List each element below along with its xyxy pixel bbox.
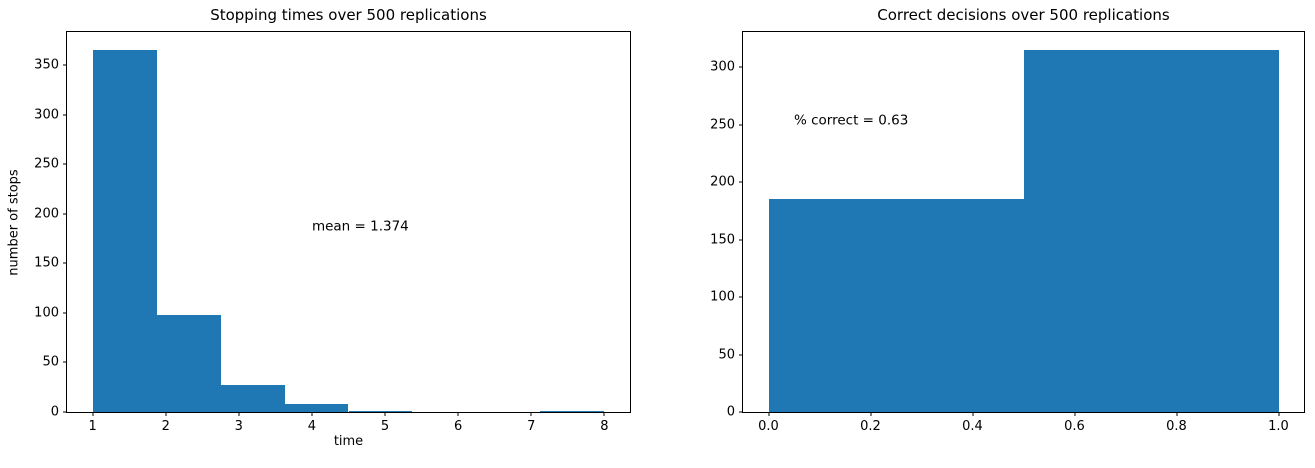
y-tick-mark bbox=[63, 312, 67, 314]
mean-annotation: mean = 1.374 bbox=[311, 217, 409, 234]
x-axis-label: time bbox=[333, 434, 364, 449]
x-tick-label: 0.8 bbox=[1166, 419, 1187, 434]
x-tick-label: 0.6 bbox=[1064, 419, 1085, 434]
y-tick-mark bbox=[63, 163, 67, 165]
histogram-bar bbox=[92, 50, 157, 412]
chart-title: Stopping times over 500 replications bbox=[210, 5, 487, 24]
correct-decisions-chart: Correct decisions over 500 replications … bbox=[710, 6, 1305, 433]
y-tick-mark bbox=[63, 213, 67, 215]
percent-correct-annotation: % correct = 0.63 bbox=[794, 112, 909, 129]
histogram-bar bbox=[348, 411, 413, 412]
stopping-times-axes: mean = 1.374 1 2 3 4 5 6 7 8 0 50 100 150 200 250 300 3… bbox=[34, 31, 631, 433]
x-tick-label: 7 bbox=[527, 419, 536, 434]
y-tick-label: 200 bbox=[710, 174, 735, 190]
y-tick-label: 200 bbox=[34, 206, 59, 222]
x-tick-mark bbox=[165, 412, 167, 416]
histogram-bar bbox=[540, 411, 605, 412]
x-tick-mark bbox=[1176, 412, 1177, 416]
y-tick-label: 100 bbox=[34, 305, 59, 321]
y-tick-mark bbox=[739, 354, 743, 356]
y-tick-label: 300 bbox=[34, 107, 59, 123]
y-axis-label: number of stops bbox=[6, 168, 22, 276]
y-tick-label: 150 bbox=[34, 255, 59, 271]
chart-title: Correct decisions over 500 replications bbox=[877, 5, 1170, 24]
x-tick-label: 0.0 bbox=[758, 419, 779, 434]
histogram-bar bbox=[220, 385, 285, 412]
stopping-times-chart: Stopping times over 500 replications mea… bbox=[7, 6, 631, 448]
x-tick-label: 1.0 bbox=[1268, 419, 1289, 434]
histogram-bar bbox=[768, 199, 1024, 412]
y-tick-mark bbox=[63, 411, 67, 413]
y-tick-label: 300 bbox=[710, 59, 735, 75]
y-tick-label: 150 bbox=[710, 232, 735, 248]
x-tick-label: 0.4 bbox=[962, 419, 983, 434]
x-tick-label: 1 bbox=[88, 419, 97, 434]
y-tick-mark bbox=[63, 114, 67, 116]
x-tick-mark bbox=[92, 412, 94, 416]
y-tick-mark bbox=[63, 361, 67, 363]
x-tick-label: 2 bbox=[161, 419, 170, 434]
y-tick-label: 250 bbox=[34, 156, 59, 172]
y-tick-mark bbox=[739, 411, 743, 413]
y-tick-label: 50 bbox=[42, 354, 59, 370]
y-tick-mark bbox=[63, 262, 67, 264]
x-tick-mark bbox=[457, 412, 459, 416]
x-tick-mark bbox=[870, 412, 871, 416]
correct-decisions-axes: % correct = 0.63 0.0 0.2 0.4 0.6 0.8 1.0 0 50 10… bbox=[710, 31, 1305, 433]
x-tick-mark bbox=[384, 412, 386, 416]
x-tick-mark bbox=[238, 412, 240, 416]
x-tick-mark bbox=[530, 412, 532, 416]
y-tick-mark bbox=[739, 239, 743, 241]
y-tick-mark bbox=[739, 124, 743, 126]
x-tick-label: 3 bbox=[234, 419, 243, 434]
histogram-bar bbox=[1023, 50, 1279, 412]
x-tick-label: 4 bbox=[307, 419, 317, 434]
x-tick-label: 8 bbox=[600, 419, 609, 434]
y-tick-mark bbox=[739, 296, 743, 298]
x-tick-mark bbox=[1278, 412, 1279, 416]
y-tick-mark bbox=[63, 64, 67, 66]
plot-area bbox=[743, 32, 1304, 412]
histogram-bar bbox=[284, 404, 349, 412]
x-tick-label: 0.2 bbox=[860, 419, 881, 434]
y-tick-label: 0 bbox=[726, 404, 735, 420]
y-tick-label: 0 bbox=[50, 404, 59, 420]
plot-area bbox=[67, 32, 630, 412]
x-tick-mark bbox=[311, 412, 313, 416]
x-tick-mark bbox=[972, 412, 973, 416]
y-tick-label: 350 bbox=[34, 57, 59, 73]
y-tick-mark bbox=[739, 181, 743, 183]
histogram-bar bbox=[156, 314, 221, 412]
y-tick-mark bbox=[739, 66, 743, 68]
x-tick-mark bbox=[603, 412, 605, 416]
x-tick-mark bbox=[1074, 412, 1075, 416]
x-tick-label: 6 bbox=[454, 419, 463, 434]
y-tick-label: 50 bbox=[718, 347, 735, 363]
y-tick-label: 100 bbox=[710, 289, 735, 305]
y-tick-label: 250 bbox=[710, 117, 735, 133]
x-tick-mark bbox=[768, 412, 769, 416]
x-tick-label: 5 bbox=[380, 419, 390, 434]
